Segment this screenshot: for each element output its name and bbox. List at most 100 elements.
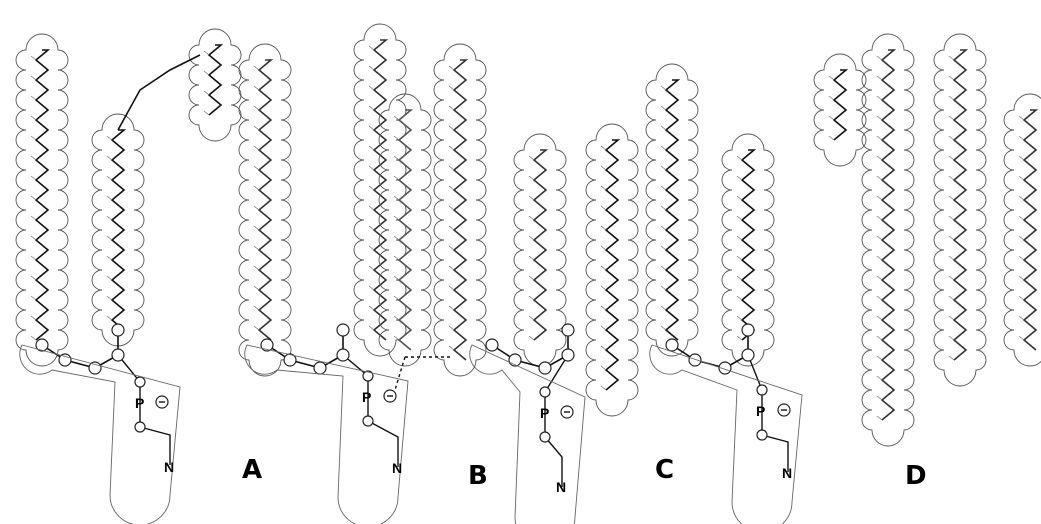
hydrogen bbox=[449, 226, 454, 230]
hydrogen bbox=[949, 236, 954, 240]
hbond bbox=[395, 357, 405, 390]
hydrogen bbox=[737, 236, 742, 240]
hydrogen bbox=[661, 286, 666, 290]
outline bbox=[646, 64, 698, 356]
atom-label: N bbox=[782, 465, 792, 481]
hydrogen bbox=[31, 176, 36, 180]
hydrogen bbox=[369, 246, 374, 250]
hydrogen bbox=[949, 116, 954, 120]
hydrogen bbox=[661, 166, 666, 170]
atom-circle bbox=[562, 324, 574, 336]
hydrogen bbox=[107, 236, 112, 240]
chain bbox=[209, 45, 221, 115]
hydrogen bbox=[877, 296, 882, 300]
hydrogen bbox=[1019, 296, 1024, 300]
hydrogen bbox=[601, 346, 606, 350]
hydrogen bbox=[877, 156, 882, 160]
hydrogen bbox=[661, 306, 666, 310]
hydrogen bbox=[529, 216, 534, 220]
chain bbox=[834, 70, 846, 140]
hydrogen bbox=[949, 56, 954, 60]
backbone bbox=[267, 330, 343, 368]
hydrogen bbox=[737, 276, 742, 280]
panel-label: D bbox=[905, 461, 927, 491]
hydrogen bbox=[449, 186, 454, 190]
hydrogen bbox=[394, 276, 399, 280]
hydrogen bbox=[661, 326, 666, 330]
atom-circle bbox=[486, 339, 498, 351]
hydrogen bbox=[369, 86, 374, 90]
outline bbox=[16, 34, 68, 366]
hydrogen bbox=[877, 236, 882, 240]
chain bbox=[454, 60, 466, 360]
hydrogen bbox=[254, 246, 259, 250]
hydrogen bbox=[204, 111, 209, 115]
hydrogen bbox=[394, 336, 399, 340]
hydrogen bbox=[31, 296, 36, 300]
hydrogen bbox=[449, 146, 454, 150]
hydrogen bbox=[254, 226, 259, 230]
atom-circle bbox=[757, 385, 767, 395]
chain bbox=[606, 140, 618, 390]
hydrogen bbox=[529, 196, 534, 200]
hydrogen bbox=[601, 386, 606, 390]
hydrogen bbox=[254, 206, 259, 210]
hydrogen bbox=[394, 156, 399, 160]
hydrogen bbox=[254, 166, 259, 170]
hydrogen bbox=[529, 236, 534, 240]
hydrogen bbox=[877, 136, 882, 140]
hydrogen bbox=[254, 186, 259, 190]
hydrogen bbox=[877, 356, 882, 360]
hydrogen bbox=[949, 216, 954, 220]
hydrogen bbox=[949, 76, 954, 80]
hydrogen bbox=[877, 96, 882, 100]
hydrogen bbox=[877, 116, 882, 120]
hydrogen bbox=[737, 336, 742, 340]
chain bbox=[118, 55, 200, 130]
figure: A B C D P N P N P N P N bbox=[0, 0, 1041, 524]
hydrogen bbox=[204, 91, 209, 95]
hydrogen bbox=[107, 176, 112, 180]
atom-circle bbox=[666, 339, 678, 351]
hydrogen bbox=[737, 296, 742, 300]
chain bbox=[882, 50, 894, 420]
hydrogen bbox=[31, 56, 36, 60]
hydrogen bbox=[661, 246, 666, 250]
hydrogen bbox=[601, 366, 606, 370]
hydrogen bbox=[877, 256, 882, 260]
hydrogen bbox=[449, 286, 454, 290]
hydrogen bbox=[529, 296, 534, 300]
hydrogen bbox=[737, 316, 742, 320]
hydrogen bbox=[394, 236, 399, 240]
hydrogen bbox=[829, 116, 834, 120]
hydrogen bbox=[369, 126, 374, 130]
atom-label: P bbox=[362, 389, 371, 405]
chain bbox=[259, 60, 271, 340]
atom-circle bbox=[112, 324, 124, 336]
hydrogen bbox=[949, 96, 954, 100]
atom-circle bbox=[689, 354, 701, 366]
hydrogen bbox=[31, 336, 36, 340]
atom-circle bbox=[562, 349, 574, 361]
atom-label: P bbox=[540, 405, 549, 421]
atom-circle bbox=[89, 362, 101, 374]
hydrogen bbox=[254, 306, 259, 310]
hydrogen bbox=[31, 236, 36, 240]
hydrogen bbox=[394, 136, 399, 140]
hydrogen bbox=[107, 256, 112, 260]
hydrogen bbox=[204, 51, 209, 55]
atom-circle bbox=[59, 354, 71, 366]
atom-circle bbox=[135, 377, 145, 387]
hydrogen bbox=[829, 96, 834, 100]
chain bbox=[399, 110, 411, 350]
hydrogen bbox=[1019, 276, 1024, 280]
hydrogen bbox=[877, 76, 882, 80]
chain bbox=[954, 50, 966, 360]
hydrogen bbox=[449, 206, 454, 210]
hydrogen bbox=[877, 56, 882, 60]
hydrogen bbox=[254, 286, 259, 290]
hydrogen bbox=[369, 206, 374, 210]
hydrogen bbox=[394, 316, 399, 320]
atom-circle bbox=[757, 430, 767, 440]
hydrogen bbox=[829, 136, 834, 140]
